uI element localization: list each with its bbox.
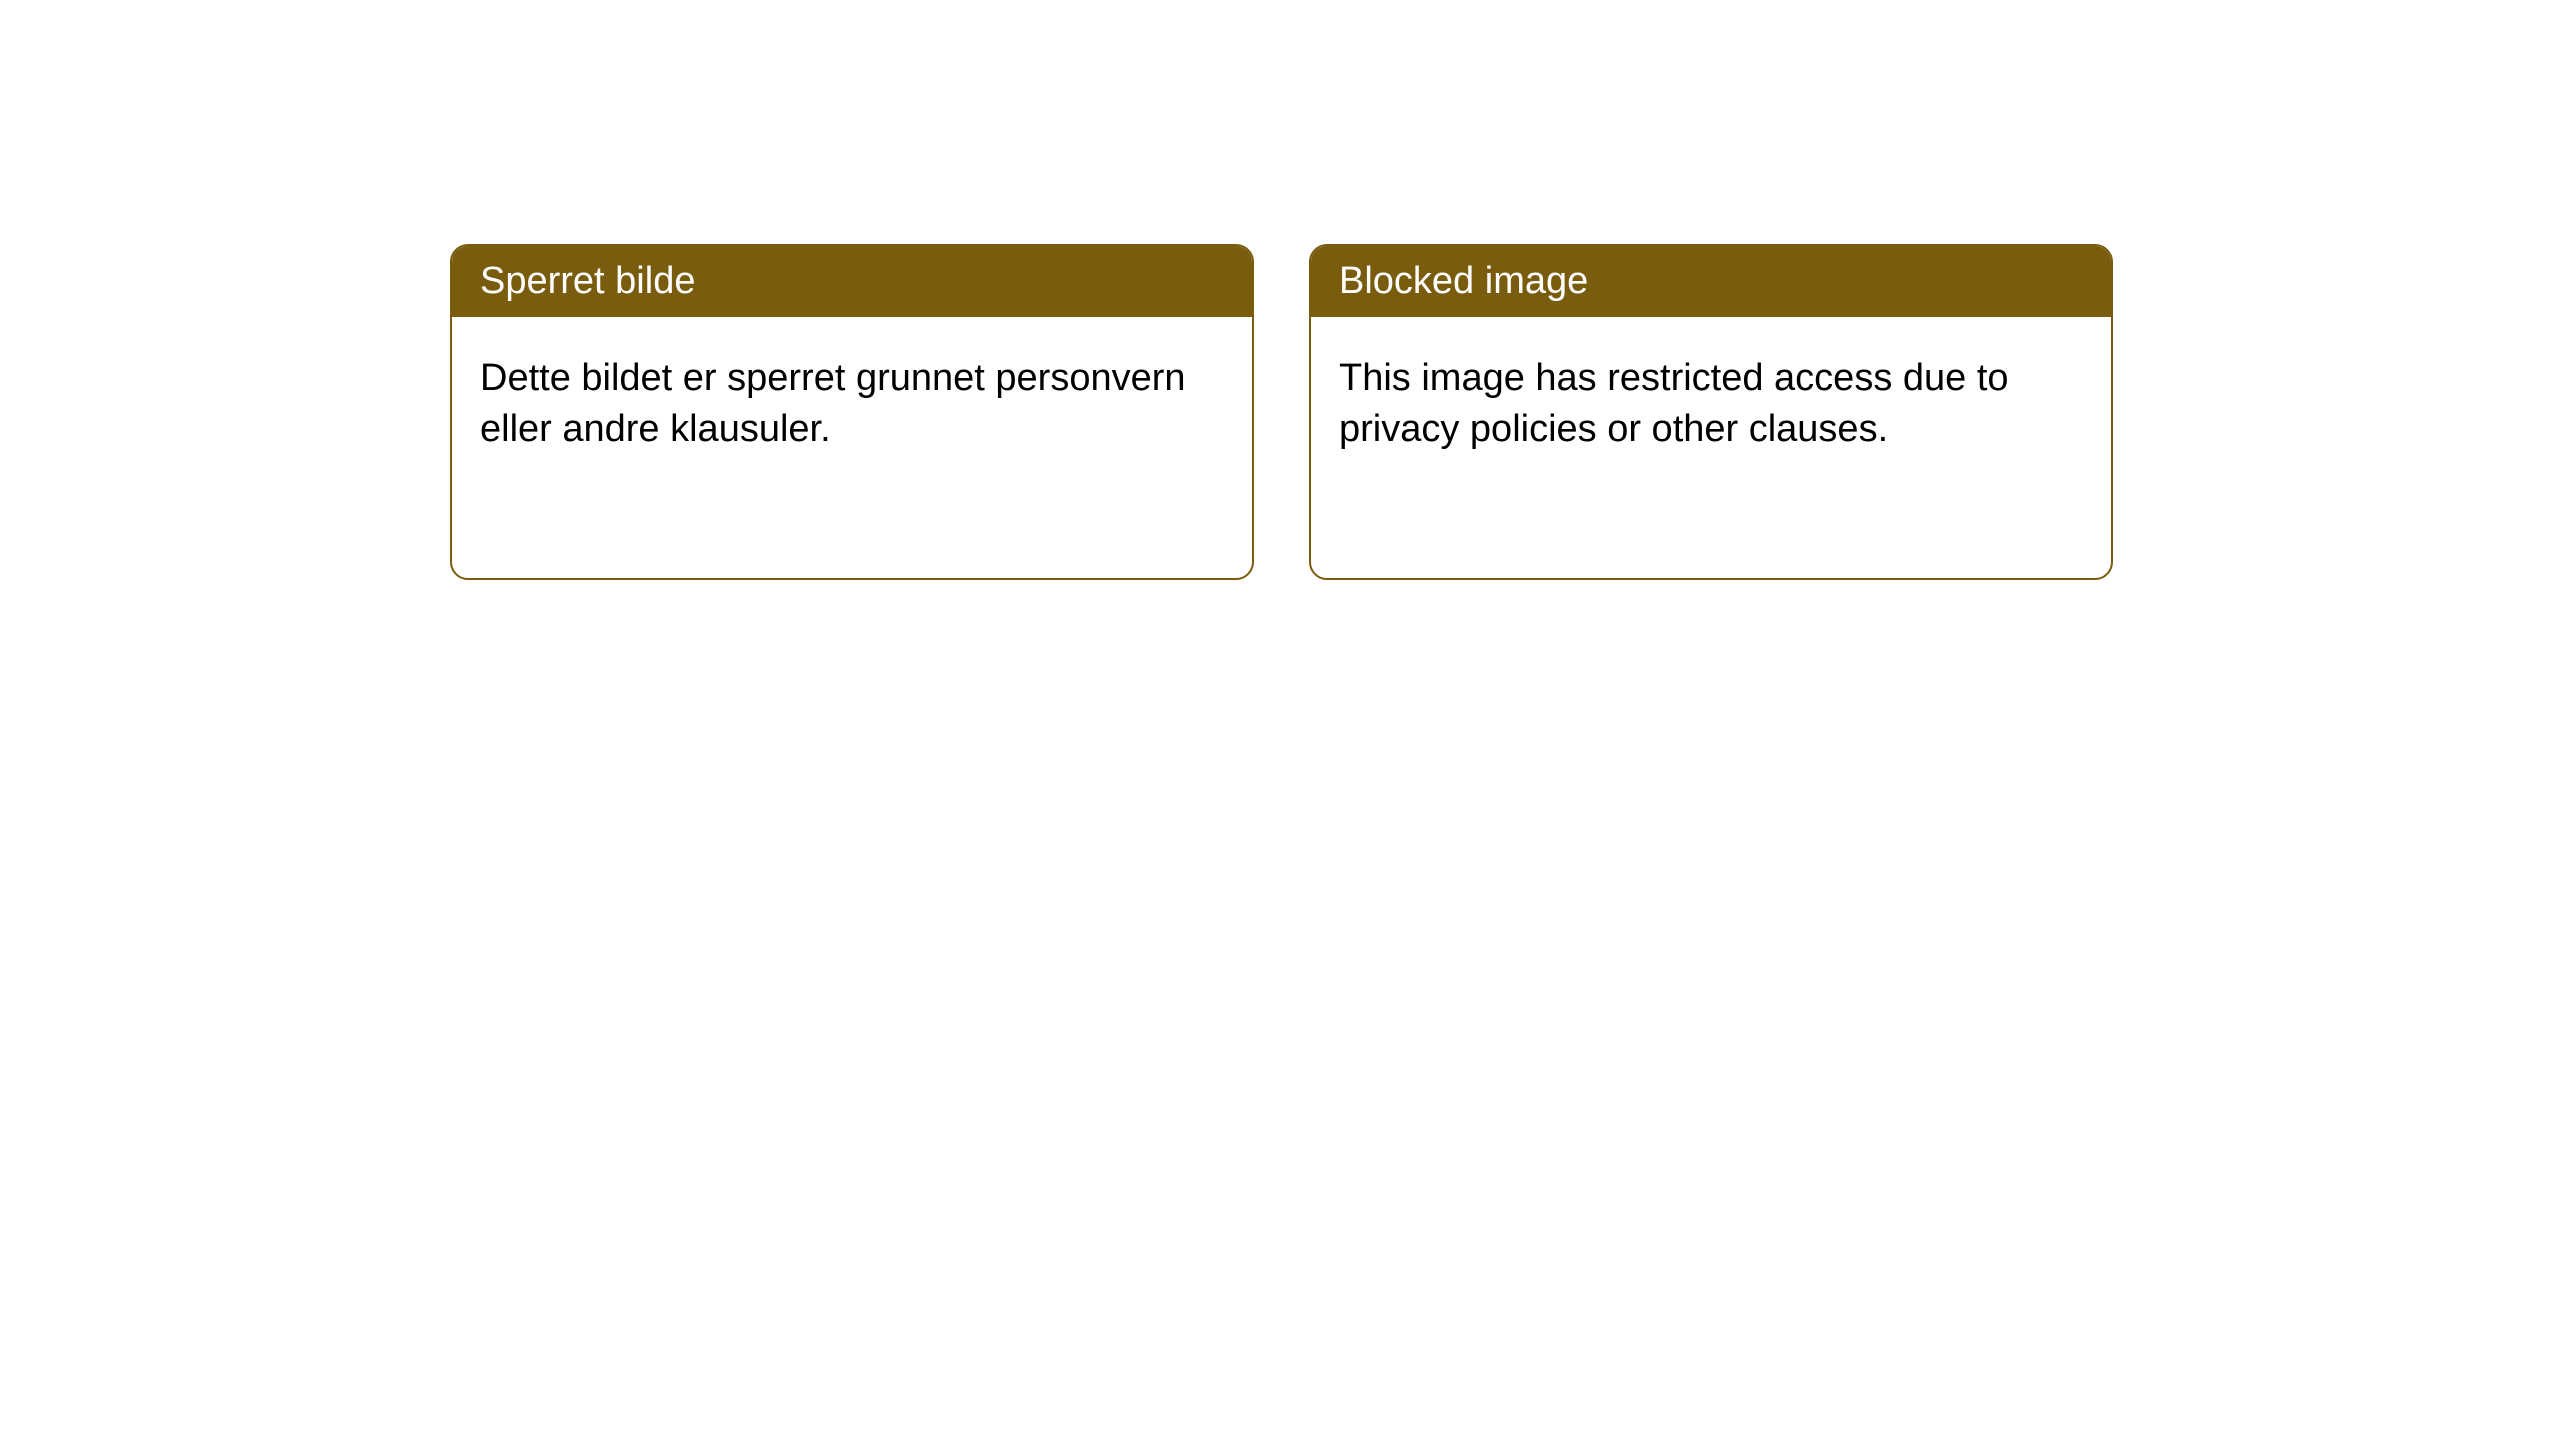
notice-cards-container: Sperret bilde Dette bildet er sperret gr… [0, 0, 2560, 580]
notice-header-norwegian: Sperret bilde [452, 246, 1252, 317]
notice-card-norwegian: Sperret bilde Dette bildet er sperret gr… [450, 244, 1254, 580]
notice-title: Sperret bilde [480, 260, 695, 302]
notice-text: This image has restricted access due to … [1339, 357, 2009, 450]
notice-header-english: Blocked image [1311, 246, 2111, 317]
notice-card-english: Blocked image This image has restricted … [1309, 244, 2113, 580]
notice-text: Dette bildet er sperret grunnet personve… [480, 357, 1186, 450]
notice-title: Blocked image [1339, 260, 1588, 302]
notice-body-norwegian: Dette bildet er sperret grunnet personve… [452, 317, 1252, 492]
notice-body-english: This image has restricted access due to … [1311, 317, 2111, 492]
